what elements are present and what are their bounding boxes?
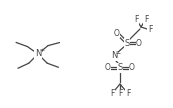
Text: N: N (111, 52, 117, 60)
Text: F: F (148, 25, 152, 34)
Text: O: O (105, 64, 111, 72)
Text: F: F (118, 90, 122, 98)
Text: +: + (39, 48, 44, 53)
Text: F: F (144, 16, 148, 25)
Text: F: F (110, 88, 114, 98)
Text: S: S (117, 64, 123, 72)
Text: O: O (136, 38, 142, 48)
Text: F: F (134, 16, 138, 25)
Text: O: O (114, 29, 120, 37)
Text: F: F (126, 88, 130, 98)
Text: −: − (115, 51, 121, 56)
Text: N: N (35, 49, 41, 59)
Text: S: S (124, 38, 130, 48)
Text: O: O (129, 64, 135, 72)
